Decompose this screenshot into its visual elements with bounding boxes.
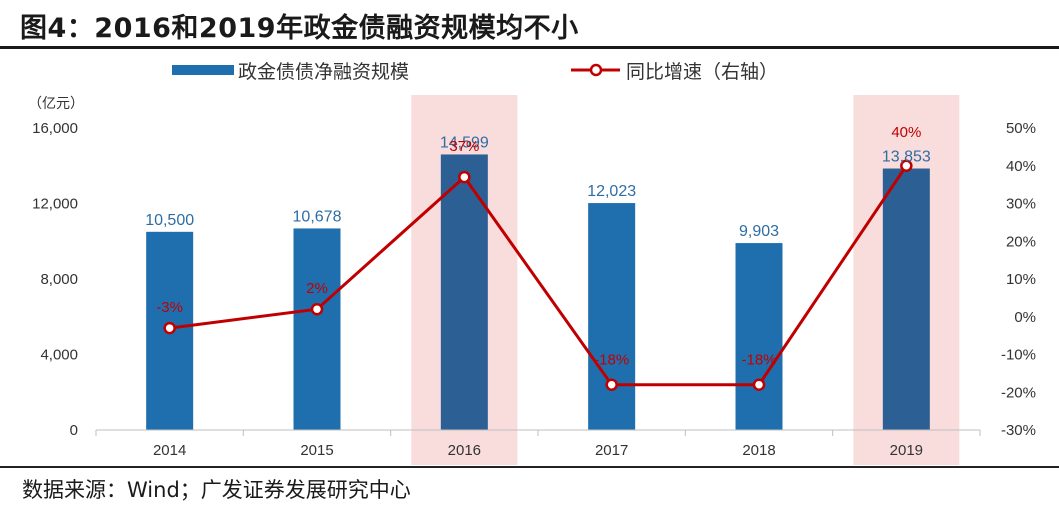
growth-line-path bbox=[170, 166, 907, 385]
right-tick-label: 10% bbox=[1006, 271, 1036, 288]
left-tick-label: 0 bbox=[70, 422, 78, 439]
bar-2019 bbox=[883, 169, 930, 430]
legend: 政金债债净融资规模 同比增速（右轴） bbox=[172, 61, 778, 83]
right-tick-label: -10% bbox=[1001, 347, 1036, 364]
x-tick-label: 2016 bbox=[448, 442, 481, 459]
right-tick-label: 40% bbox=[1006, 158, 1036, 175]
footer-divider bbox=[0, 466, 1059, 468]
growth-value-label: -3% bbox=[156, 299, 183, 316]
right-tick-label: -30% bbox=[1001, 422, 1036, 439]
legend-line-label: 同比增速（右轴） bbox=[626, 61, 778, 83]
growth-value-label: -18% bbox=[594, 352, 629, 369]
right-tick-label: 50% bbox=[1006, 120, 1036, 137]
title-divider bbox=[0, 46, 1059, 49]
right-tick-label: 30% bbox=[1006, 196, 1036, 213]
bar-value-label: 9,903 bbox=[739, 223, 779, 240]
source-note: 数据来源：Wind；广发证券发展研究中心 bbox=[22, 474, 411, 504]
right-tick-label: -20% bbox=[1001, 384, 1036, 401]
growth-value-label: 2% bbox=[306, 280, 328, 297]
x-tick-label: 2019 bbox=[890, 442, 923, 459]
bar-2018 bbox=[736, 243, 783, 430]
bar-2015 bbox=[294, 228, 341, 430]
bar-value-label: 10,678 bbox=[293, 208, 342, 225]
bars bbox=[146, 154, 930, 430]
data-labels: 10,500 10,67814,59912,0239,90313,853-3%2%… bbox=[145, 124, 931, 369]
bar-2017 bbox=[588, 203, 635, 430]
highlight-bands bbox=[411, 95, 959, 465]
bar-value-label: 13,853 bbox=[882, 149, 931, 166]
legend-line-marker bbox=[591, 65, 601, 75]
chart: 2014 2015 2016 2017 2018 2019 0 4,000 8,000 12,00… bbox=[0, 50, 1059, 465]
legend-bar-label: 政金债债净融资规模 bbox=[238, 61, 409, 83]
bar-value-label: 10,500 bbox=[145, 212, 194, 229]
right-tick-label: 20% bbox=[1006, 233, 1036, 250]
x-tick-label: 2014 bbox=[153, 442, 186, 459]
left-axis-unit: （亿元） bbox=[28, 96, 84, 112]
growth-value-label: -18% bbox=[741, 352, 776, 369]
growth-line bbox=[165, 161, 912, 390]
chart-title: 图4：2016和2019年政金债融资规模均不小 bbox=[20, 6, 579, 45]
left-tick-label: 4,000 bbox=[40, 347, 78, 364]
x-tick-label: 2015 bbox=[300, 442, 333, 459]
left-tick-label: 16,000 bbox=[32, 120, 78, 137]
legend-bar-swatch bbox=[172, 65, 234, 75]
growth-point-2015 bbox=[312, 304, 322, 314]
bar-2016 bbox=[441, 154, 488, 430]
left-tick-label: 8,000 bbox=[40, 271, 78, 288]
x-tick-label: 2017 bbox=[595, 442, 628, 459]
growth-point-2017 bbox=[607, 380, 617, 390]
right-tick-label: 0% bbox=[1014, 309, 1036, 326]
bar-value-label: 12,023 bbox=[587, 183, 636, 200]
growth-point-2014 bbox=[165, 323, 175, 333]
x-tick-label: 2018 bbox=[742, 442, 775, 459]
growth-value-label: 40% bbox=[891, 124, 921, 141]
growth-value-label: 37% bbox=[449, 138, 479, 155]
growth-point-2018 bbox=[754, 380, 764, 390]
left-tick-label: 12,000 bbox=[32, 196, 78, 213]
growth-point-2016 bbox=[459, 172, 469, 182]
